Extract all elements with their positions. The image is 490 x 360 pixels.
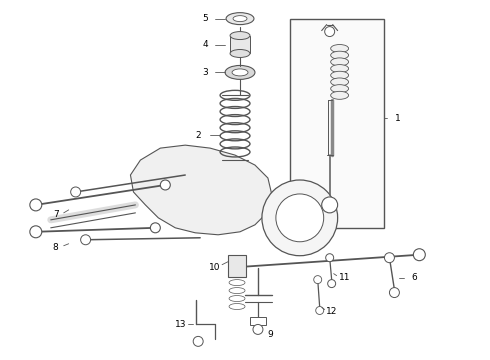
Text: 9: 9	[267, 330, 273, 339]
Ellipse shape	[225, 66, 255, 80]
Text: 6: 6	[412, 273, 417, 282]
Ellipse shape	[226, 13, 254, 24]
Circle shape	[328, 280, 336, 288]
Text: 10: 10	[209, 263, 221, 272]
Ellipse shape	[229, 280, 245, 285]
Text: 12: 12	[326, 307, 337, 316]
Circle shape	[253, 324, 263, 334]
Text: 8: 8	[53, 243, 59, 252]
Text: 4: 4	[202, 40, 208, 49]
Ellipse shape	[230, 50, 250, 58]
Ellipse shape	[232, 69, 248, 76]
Circle shape	[325, 27, 335, 37]
Ellipse shape	[331, 58, 348, 66]
Bar	[230, 36, 250, 54]
Circle shape	[276, 194, 324, 242]
Circle shape	[414, 249, 425, 261]
Circle shape	[150, 223, 160, 233]
Circle shape	[193, 336, 203, 346]
Circle shape	[81, 235, 91, 245]
Ellipse shape	[229, 303, 245, 310]
Ellipse shape	[331, 85, 348, 93]
Circle shape	[30, 199, 42, 211]
Ellipse shape	[233, 15, 247, 22]
Circle shape	[160, 180, 171, 190]
Ellipse shape	[230, 32, 250, 40]
Ellipse shape	[331, 51, 348, 59]
Bar	[228, 255, 246, 276]
Circle shape	[316, 306, 324, 315]
Text: 7: 7	[53, 210, 59, 219]
Ellipse shape	[331, 78, 348, 86]
Ellipse shape	[331, 71, 348, 79]
Ellipse shape	[229, 296, 245, 302]
Circle shape	[326, 254, 334, 262]
Ellipse shape	[331, 64, 348, 73]
Circle shape	[71, 187, 81, 197]
Text: 1: 1	[394, 114, 400, 123]
Circle shape	[390, 288, 399, 298]
Circle shape	[322, 197, 338, 213]
Ellipse shape	[331, 91, 348, 99]
Text: 13: 13	[174, 320, 186, 329]
Bar	[250, 318, 266, 325]
Bar	[290, 19, 385, 228]
Text: 5: 5	[202, 14, 208, 23]
Circle shape	[262, 180, 338, 256]
Polygon shape	[130, 145, 272, 235]
Circle shape	[314, 276, 322, 284]
Text: 11: 11	[339, 273, 350, 282]
Circle shape	[30, 226, 42, 238]
Ellipse shape	[229, 288, 245, 293]
Text: 2: 2	[196, 131, 201, 140]
Ellipse shape	[331, 45, 348, 53]
Text: 3: 3	[202, 68, 208, 77]
Circle shape	[385, 253, 394, 263]
